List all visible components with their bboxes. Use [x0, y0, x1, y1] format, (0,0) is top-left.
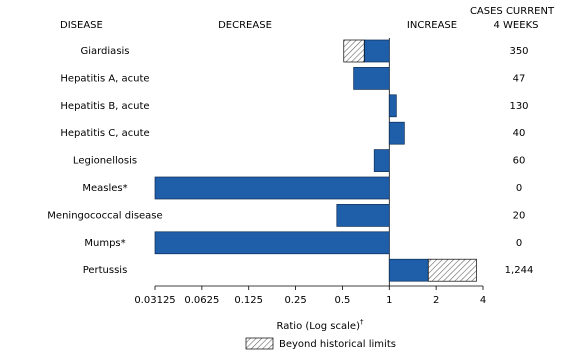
cases-value: 40 — [513, 128, 526, 139]
y-tick-label: Hepatitis A, acute — [60, 73, 149, 84]
cases-value: 60 — [513, 156, 526, 167]
header-cases: 4 WEEKS — [494, 20, 539, 31]
y-tick-label: Legionellosis — [73, 156, 137, 167]
x-tick-label: 0.0625 — [184, 295, 219, 306]
bar — [388, 258, 429, 282]
bar — [363, 39, 390, 63]
x-axis-label: Ratio (Log scale)† — [277, 318, 364, 332]
header-decrease: DECREASE — [218, 20, 272, 31]
bar-beyond-limits — [427, 258, 477, 282]
x-tick-label: 0.25 — [284, 295, 306, 306]
header-increase: INCREASE — [407, 20, 457, 31]
y-tick-label: Measles* — [82, 183, 127, 194]
cases-value: 1,244 — [505, 265, 534, 276]
bar-beyond-limits — [343, 39, 365, 63]
bar — [388, 94, 397, 118]
bar — [373, 149, 390, 172]
header-cases: CASES CURRENT — [470, 6, 555, 17]
x-tick-label: 0.125 — [234, 295, 263, 306]
y-tick-label: Pertussis — [83, 265, 128, 276]
bar — [154, 176, 390, 200]
y-tick-label: Giardiasis — [80, 46, 129, 57]
cases-value: 350 — [509, 46, 528, 57]
cases-value: 130 — [509, 101, 528, 112]
bar — [353, 67, 390, 90]
x-tick-label: 1 — [386, 295, 392, 306]
cases-value: 20 — [513, 210, 526, 221]
header-disease: DISEASE — [60, 20, 103, 31]
cases-value: 0 — [516, 238, 522, 249]
x-tick-label: 4 — [480, 295, 486, 306]
y-tick-label: Mumps* — [84, 238, 125, 249]
x-tick-label: 2 — [433, 295, 439, 306]
legend-label: Beyond historical limits — [279, 339, 396, 350]
bar — [154, 231, 390, 255]
legend-swatch — [245, 337, 274, 350]
x-tick-label: 0.03125 — [134, 295, 175, 306]
cases-value: 0 — [516, 183, 522, 194]
x-tick-label: 0.5 — [334, 295, 350, 306]
y-tick-label: Hepatitis B, acute — [60, 101, 149, 112]
bar — [388, 121, 405, 145]
cases-value: 47 — [513, 73, 526, 84]
y-tick-label: Hepatitis C, acute — [60, 128, 149, 139]
y-tick-label: Meningococcal disease — [47, 210, 162, 221]
bar — [336, 204, 390, 227]
